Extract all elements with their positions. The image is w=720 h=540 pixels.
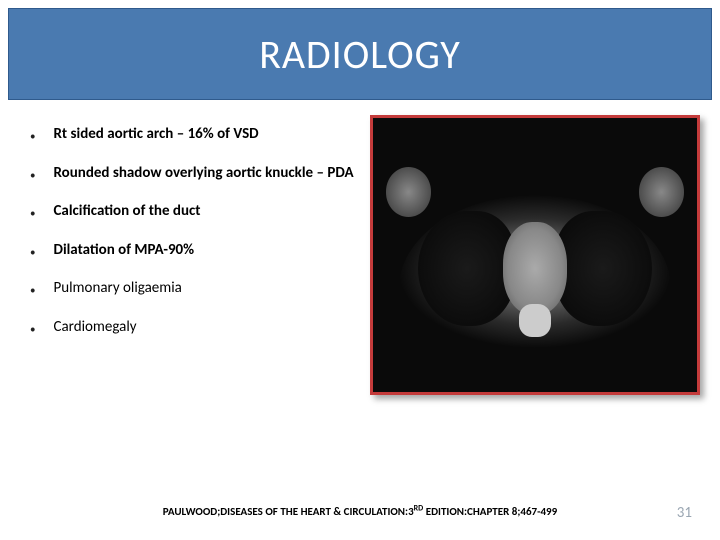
citation-text: PAULWOOD;DISEASES OF THE HEART & CIRCULA… (163, 505, 557, 518)
list-item: • Rounded shadow overlying aortic knuckl… (30, 159, 360, 188)
bullet-marker: • (30, 281, 35, 302)
ct-lung-right (554, 211, 651, 326)
slide-container: RADIOLOGY • Rt sided aortic arch – 16% o… (0, 0, 720, 540)
list-item: • Rt sided aortic arch – 16% of VSD (30, 120, 360, 149)
citation-superscript: RD (414, 503, 424, 513)
bullet-text: Calcification of the duct (53, 197, 200, 226)
bullet-text: Rt sided aortic arch – 16% of VSD (53, 120, 258, 149)
bullet-text: Dilatation of MPA-90% (53, 236, 194, 265)
bullet-marker: • (30, 127, 35, 148)
title-bar: RADIOLOGY (8, 8, 712, 100)
page-number: 31 (677, 504, 692, 522)
bullet-list: • Rt sided aortic arch – 16% of VSD • Ro… (30, 120, 360, 341)
ct-spine (519, 304, 551, 337)
list-item: • Cardiomegaly (30, 313, 360, 342)
bullet-marker: • (30, 243, 35, 264)
list-item: • Pulmonary oligaemia (30, 274, 360, 303)
citation-prefix: PAULWOOD;DISEASES OF THE HEART & CIRCULA… (163, 505, 414, 518)
citation-suffix: EDITION:CHAPTER 8;467-499 (423, 505, 557, 518)
bullet-text: Cardiomegaly (53, 313, 136, 342)
bullet-marker: • (30, 166, 35, 187)
bullet-text: Rounded shadow overlying aortic knuckle … (53, 159, 353, 188)
slide-title: RADIOLOGY (259, 30, 461, 79)
ct-scan-image (373, 118, 697, 392)
footer: PAULWOOD;DISEASES OF THE HEART & CIRCULA… (0, 501, 720, 520)
ct-arm-left (386, 167, 431, 216)
list-item: • Calcification of the duct (30, 197, 360, 226)
list-item: • Dilatation of MPA-90% (30, 236, 360, 265)
ct-mediastinum (503, 222, 568, 315)
ct-image-frame (370, 115, 700, 395)
ct-lung-left (418, 211, 515, 326)
bullet-marker: • (30, 204, 35, 225)
bullet-text: Pulmonary oligaemia (53, 274, 181, 303)
bullet-marker: • (30, 320, 35, 341)
ct-arm-right (639, 167, 684, 216)
content-area: • Rt sided aortic arch – 16% of VSD • Ro… (30, 120, 360, 351)
